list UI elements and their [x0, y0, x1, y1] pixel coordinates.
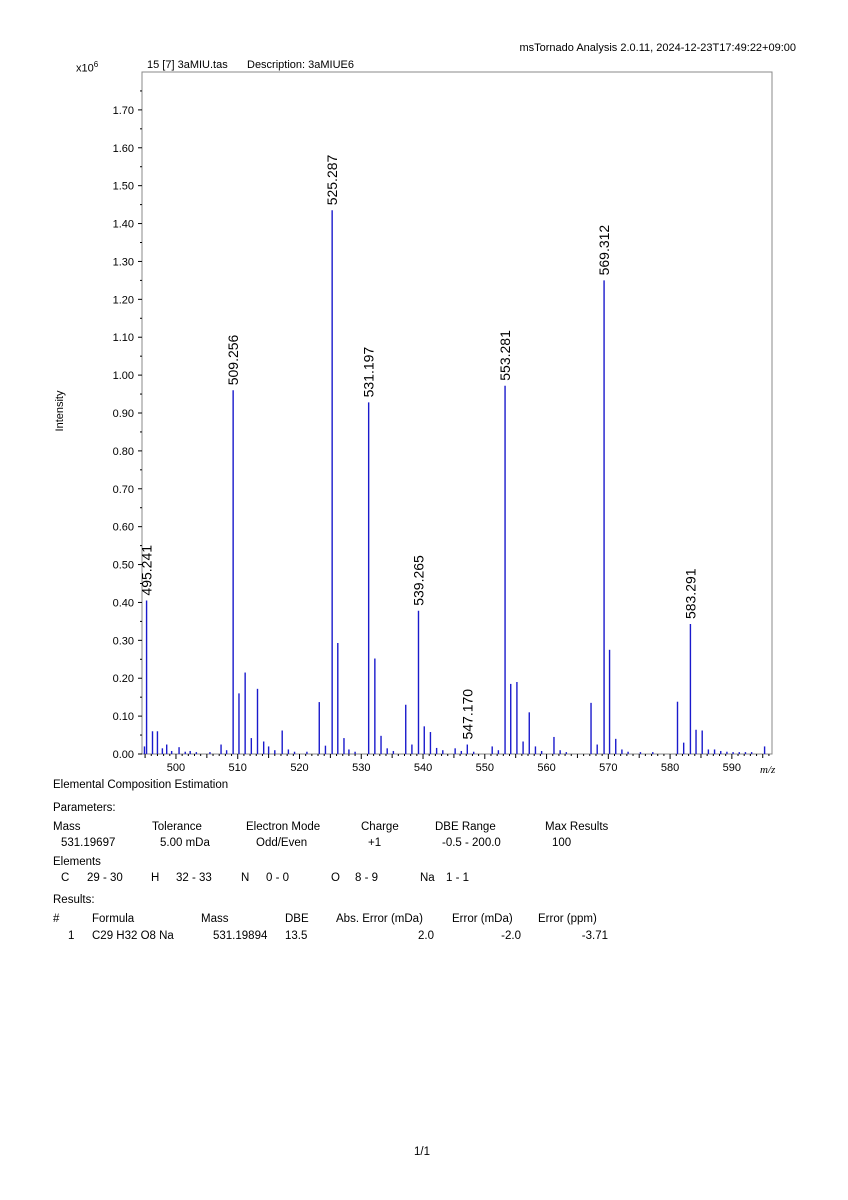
intensity-scale: x106 — [76, 60, 98, 75]
param-header-charge: Charge — [361, 821, 399, 833]
y-tick-label: 1.10 — [113, 332, 134, 344]
peak-label: 547.170 — [459, 689, 475, 740]
x-axis-title: m/z — [760, 764, 776, 776]
param-value-mass: 531.19697 — [61, 837, 116, 849]
y-tick-label: 0.10 — [113, 711, 134, 723]
param-header-mass: Mass — [53, 821, 81, 833]
peak-label: 525.287 — [324, 154, 340, 205]
element-symbol: N — [241, 872, 250, 884]
element-symbol: H — [151, 872, 160, 884]
result-header-mass: Mass — [201, 913, 229, 925]
result-header-abs-error: Abs. Error (mDa) — [336, 913, 423, 925]
y-tick-label: 1.70 — [113, 105, 134, 117]
element-symbol: C — [61, 872, 70, 884]
software-info: msTornado Analysis 2.0.11, 2024-12-23T17… — [519, 42, 796, 54]
result-mass: 531.19894 — [213, 930, 268, 942]
element-range: 8 - 9 — [355, 872, 379, 884]
element-range: 29 - 30 — [87, 872, 123, 884]
y-tick-label: 1.20 — [113, 294, 134, 306]
result-abs-error: 2.0 — [418, 930, 434, 942]
param-value-dbe-range: -0.5 - 200.0 — [442, 837, 501, 849]
y-tick-label: 0.60 — [113, 522, 134, 534]
result-header-num: # — [53, 913, 60, 925]
x-tick-label: 560 — [537, 762, 555, 774]
param-value-max-results: 100 — [552, 837, 572, 849]
peak-label: 495.241 — [139, 545, 155, 596]
x-tick-label: 580 — [661, 762, 679, 774]
y-tick-label: 0.80 — [113, 446, 134, 458]
y-tick-label: 0.70 — [113, 484, 134, 496]
y-axis: 0.00 0.10 0.20 0.30 0.40 0.50 0.60 0.70 0.80 0.90… — [113, 90, 142, 761]
mass-spectrum-chart: 0.00 0.10 0.20 0.30 0.40 0.50 0.60 0.70 0.80 0.90… — [113, 71, 776, 776]
y-tick-label: 1.50 — [113, 181, 134, 193]
result-header-error-ppm: Error (ppm) — [538, 913, 597, 925]
x-tick-label: 570 — [599, 762, 617, 774]
x-tick-label: 590 — [723, 762, 741, 774]
results-label: Results: — [53, 894, 95, 906]
peak-label: 509.256 — [225, 334, 241, 385]
result-error-ppm: -3.71 — [581, 930, 608, 942]
page-number: 1/1 — [414, 1146, 430, 1158]
result-error-mda: -2.0 — [501, 930, 521, 942]
y-tick-label: 1.60 — [113, 143, 134, 155]
parameters-label: Parameters: — [53, 802, 116, 814]
element-range: 0 - 0 — [266, 872, 290, 884]
peak-series — [143, 210, 766, 754]
param-header-tolerance: Tolerance — [152, 821, 202, 833]
param-header-dbe-range: DBE Range — [435, 821, 496, 833]
result-header-formula: Formula — [92, 913, 135, 925]
y-tick-label: 1.00 — [113, 370, 134, 382]
scale-exponent: 6 — [93, 60, 99, 69]
param-header-max-results: Max Results — [545, 821, 609, 833]
element-range: 32 - 33 — [176, 872, 212, 884]
y-tick-label: 0.50 — [113, 560, 134, 572]
x-axis: 500 510 520 530 540 550 560 570 580 590 — [144, 754, 770, 774]
peak-label: 569.312 — [596, 225, 612, 276]
param-value-tolerance: 5.00 mDa — [160, 837, 210, 849]
x-tick-label: 510 — [229, 762, 247, 774]
peak-label: 583.291 — [682, 568, 698, 619]
y-tick-label: 0.30 — [113, 635, 134, 647]
param-value-charge: +1 — [368, 837, 382, 849]
element-symbol: O — [331, 872, 340, 884]
param-value-electron-mode: Odd/Even — [256, 837, 308, 849]
result-num: 1 — [68, 930, 75, 942]
y-tick-label: 0.90 — [113, 408, 134, 420]
y-tick-label: 0.40 — [113, 597, 134, 609]
peak-label: 553.281 — [497, 330, 513, 381]
result-formula: C29 H32 O8 Na — [92, 930, 174, 942]
x-tick-label: 520 — [290, 762, 308, 774]
x-tick-label: 500 — [167, 762, 185, 774]
peak-label: 539.265 — [410, 555, 426, 606]
elements-label: Elements — [53, 856, 101, 868]
x-tick-label: 530 — [352, 762, 370, 774]
y-tick-label: 0.20 — [113, 673, 134, 685]
ece-title: Elemental Composition Estimation — [53, 779, 229, 791]
result-header-error-mda: Error (mDa) — [452, 913, 513, 925]
result-dbe: 13.5 — [285, 930, 308, 942]
y-tick-label: 1.30 — [113, 256, 134, 268]
y-tick-label: 0.00 — [113, 749, 134, 761]
peak-labels: 495.241 509.256 525.287 531.197 539.265 547.1… — [139, 154, 699, 739]
spectrum-id: 15 [7] 3aMIU.tas — [147, 59, 228, 71]
element-range: 1 - 1 — [446, 872, 470, 884]
scale-prefix: x10 — [76, 62, 94, 75]
element-symbol: Na — [420, 872, 435, 884]
result-header-dbe: DBE — [285, 913, 309, 925]
y-tick-label: 1.40 — [113, 219, 134, 231]
spectrum-description: Description: 3aMIUE6 — [247, 59, 354, 71]
x-tick-label: 550 — [476, 762, 494, 774]
peak-label: 531.197 — [361, 347, 377, 398]
param-header-electron-mode: Electron Mode — [246, 821, 321, 833]
x-tick-label: 540 — [414, 762, 432, 774]
plot-frame — [141, 71, 773, 755]
